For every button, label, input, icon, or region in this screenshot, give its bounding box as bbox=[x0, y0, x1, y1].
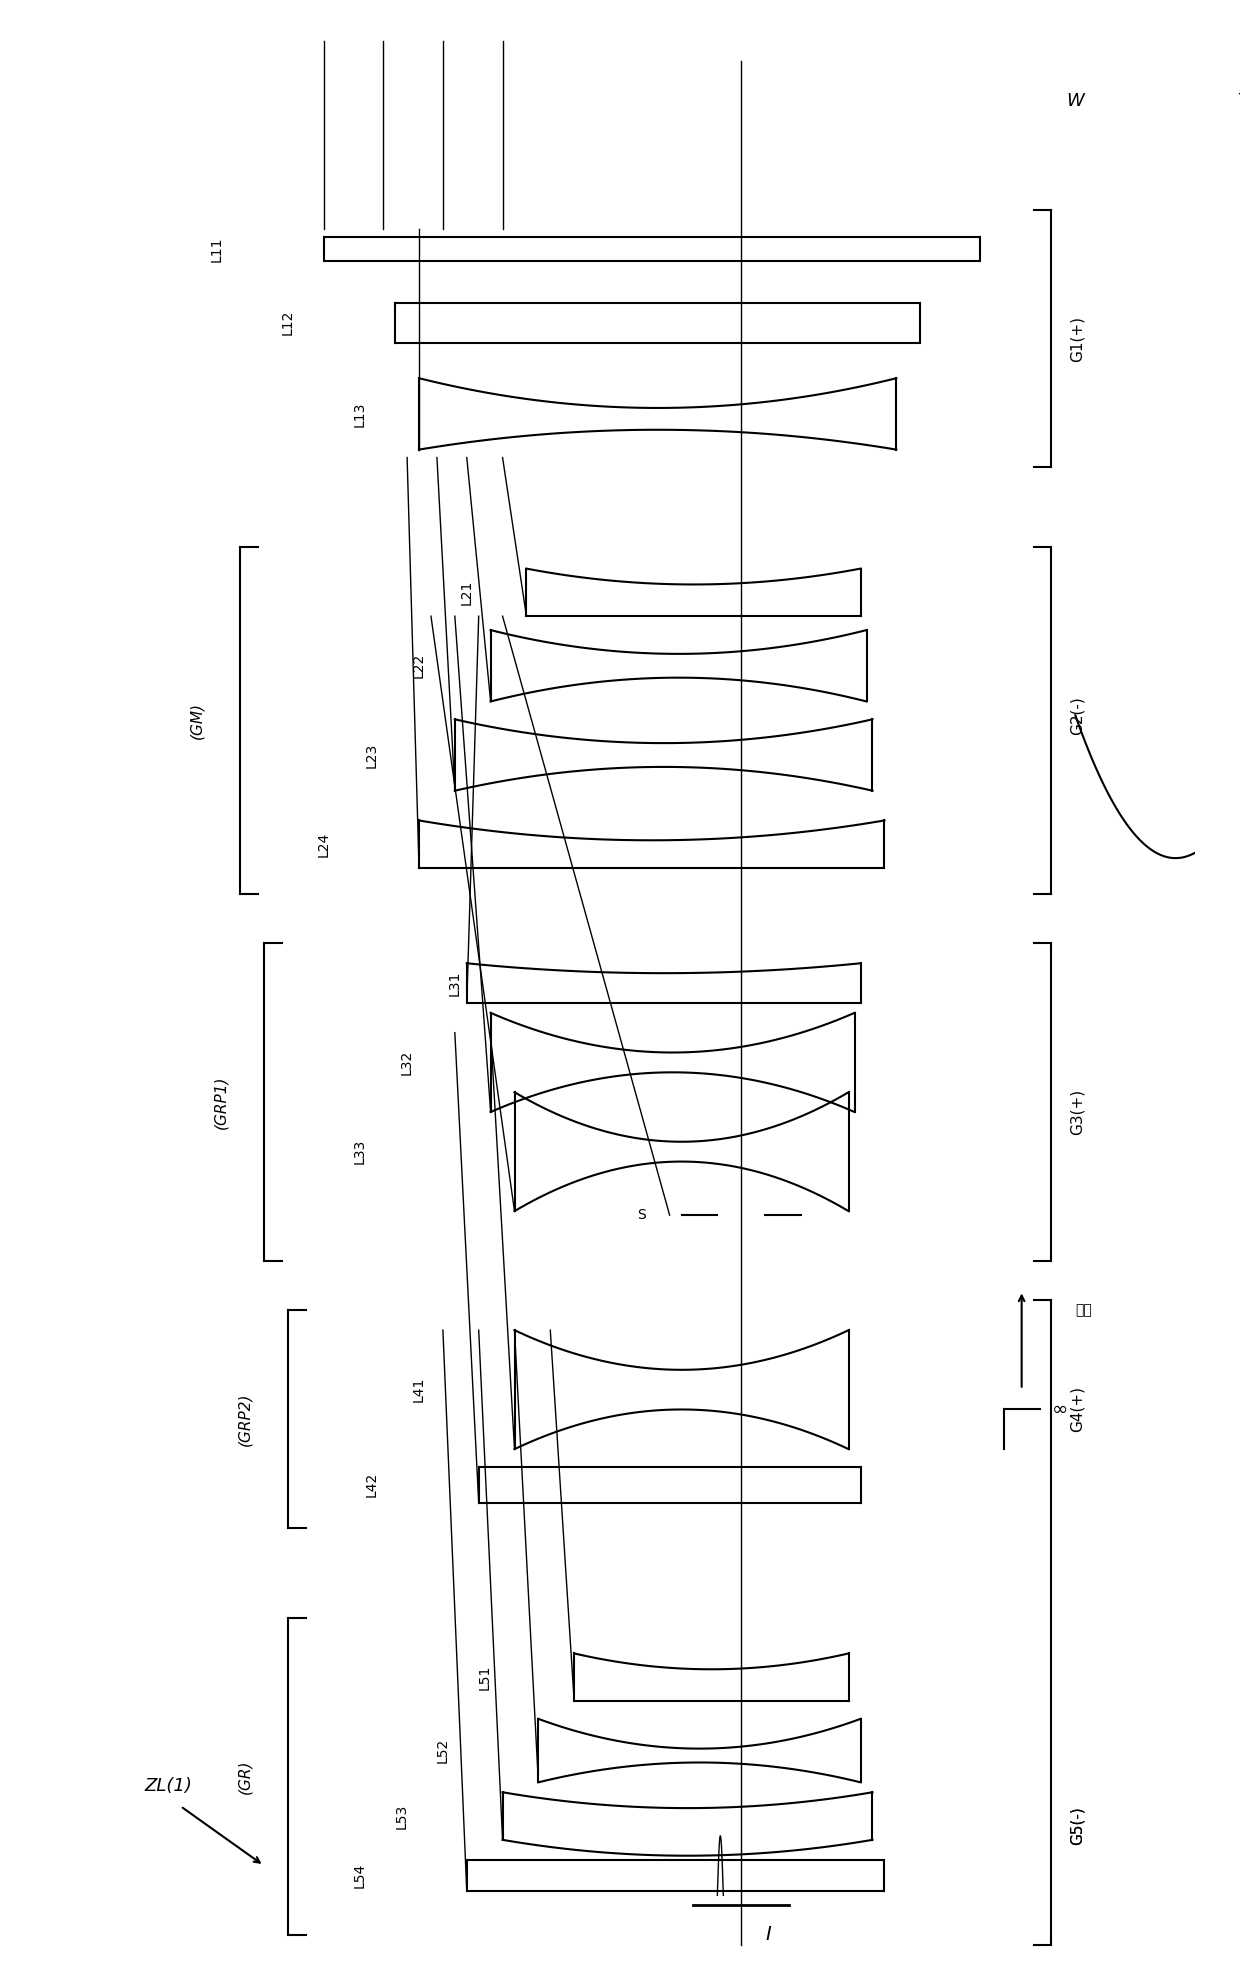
Text: (GRP1): (GRP1) bbox=[213, 1074, 228, 1128]
Text: G1(+): G1(+) bbox=[1069, 316, 1084, 361]
Text: L24: L24 bbox=[316, 832, 331, 856]
Text: L33: L33 bbox=[352, 1140, 366, 1164]
Text: L41: L41 bbox=[412, 1376, 427, 1402]
Text: L23: L23 bbox=[365, 743, 378, 769]
Text: L51: L51 bbox=[477, 1664, 492, 1690]
Text: ∞: ∞ bbox=[1052, 1400, 1068, 1418]
Text: T: T bbox=[1238, 91, 1240, 109]
Text: L21: L21 bbox=[460, 580, 474, 606]
Text: L22: L22 bbox=[412, 653, 427, 679]
Text: (GRP2): (GRP2) bbox=[237, 1392, 252, 1446]
Text: L31: L31 bbox=[448, 971, 461, 995]
Text: L32: L32 bbox=[401, 1051, 414, 1074]
Text: ZL(1): ZL(1) bbox=[145, 1777, 192, 1795]
Text: L53: L53 bbox=[394, 1803, 408, 1829]
Text: L54: L54 bbox=[352, 1863, 366, 1889]
Text: S: S bbox=[637, 1207, 646, 1221]
Text: L42: L42 bbox=[365, 1472, 378, 1497]
Text: G2(-): G2(-) bbox=[1069, 695, 1084, 735]
Text: L11: L11 bbox=[210, 236, 223, 262]
Text: (GR): (GR) bbox=[237, 1760, 252, 1793]
Text: 对焦: 对焦 bbox=[1075, 1303, 1092, 1317]
Text: G5(-): G5(-) bbox=[1069, 1807, 1084, 1845]
Text: L12: L12 bbox=[280, 310, 295, 336]
Text: G5(-): G5(-) bbox=[1069, 1807, 1084, 1845]
Text: L13: L13 bbox=[352, 401, 366, 427]
Text: W: W bbox=[1066, 91, 1084, 109]
Text: G3(+): G3(+) bbox=[1069, 1088, 1084, 1136]
Text: G4(+): G4(+) bbox=[1069, 1386, 1084, 1432]
Text: (GM): (GM) bbox=[190, 701, 205, 739]
Text: I: I bbox=[765, 1924, 771, 1944]
Text: L52: L52 bbox=[436, 1738, 450, 1764]
